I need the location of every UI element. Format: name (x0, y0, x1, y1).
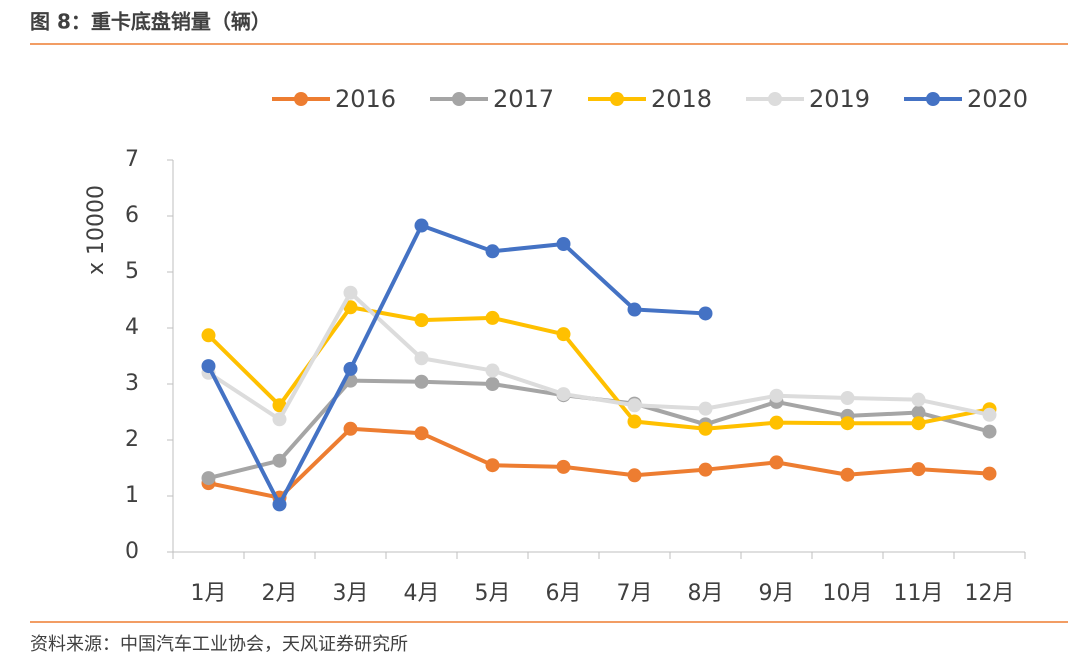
series-line (207, 290, 990, 422)
point (982, 424, 997, 439)
point (982, 407, 997, 422)
point (769, 455, 784, 470)
legend-marker (610, 92, 624, 106)
x-tick-label: 2月 (262, 581, 298, 606)
y-axis-label: x 10000 (84, 185, 109, 275)
y-tick-label: 5 (125, 259, 139, 284)
point (414, 313, 429, 328)
point (414, 374, 429, 389)
legend-marker (926, 92, 940, 106)
source: 资料来源：中国汽车工业协会，天风证券研究所 (30, 634, 408, 655)
y-tick-label: 1 (125, 483, 139, 508)
point (414, 218, 429, 233)
point (911, 405, 926, 420)
y-tick-label: 7 (125, 147, 139, 172)
x-tick-label: 1月 (191, 581, 227, 606)
point (485, 458, 500, 473)
point (769, 388, 784, 403)
y-tick-label: 2 (125, 427, 139, 452)
x-tick-label: 6月 (546, 581, 582, 606)
y-tick-label: 0 (125, 539, 139, 564)
x-tick-label: 12月 (965, 581, 1015, 606)
legend-marker (452, 92, 466, 106)
point (343, 361, 358, 376)
y-tick-label: 6 (125, 203, 139, 228)
point (556, 237, 571, 251)
legend-label: 2019 (809, 85, 870, 113)
point (982, 466, 997, 481)
point (698, 462, 713, 477)
legend-label: 2018 (651, 85, 712, 113)
point (343, 285, 358, 300)
point (556, 327, 571, 342)
chart-title: 图 8：重卡底盘销量（辆） (30, 10, 271, 34)
point (627, 302, 642, 317)
series-line (207, 305, 990, 431)
legend-label: 2016 (335, 85, 396, 113)
point (485, 363, 500, 378)
point (911, 462, 926, 477)
series-line (208, 426, 990, 500)
point (556, 387, 571, 402)
legend-label: 2017 (493, 85, 554, 113)
point (201, 359, 216, 374)
point (627, 468, 642, 483)
point (343, 300, 358, 315)
point (698, 306, 713, 321)
y-tick-label: 4 (125, 315, 139, 340)
point (698, 401, 713, 416)
y-tick-label: 3 (125, 371, 139, 396)
x-tick-label: 8月 (688, 581, 724, 606)
legend-marker (294, 92, 308, 106)
legend-marker (768, 92, 782, 106)
legend-label: 2020 (967, 85, 1028, 113)
point (272, 453, 287, 468)
series-line (208, 378, 991, 481)
x-tick-label: 3月 (333, 581, 369, 606)
point (769, 415, 784, 430)
point (485, 310, 500, 325)
point (840, 391, 855, 405)
point (840, 416, 855, 431)
x-tick-label: 5月 (475, 581, 511, 606)
point (414, 426, 429, 441)
point (201, 328, 216, 343)
point (272, 412, 287, 427)
point (272, 497, 287, 512)
point (272, 398, 287, 413)
point (911, 392, 926, 407)
point (485, 244, 500, 259)
point (911, 416, 926, 431)
point (627, 398, 642, 413)
x-tick-label: 10月 (823, 581, 873, 606)
point (343, 421, 358, 436)
point (556, 459, 571, 474)
point (414, 351, 429, 366)
x-tick-label: 7月 (617, 581, 653, 606)
series-line (206, 223, 706, 507)
point (485, 377, 500, 391)
x-tick-label: 4月 (404, 581, 440, 606)
point (840, 467, 855, 482)
point (627, 414, 642, 429)
point (698, 421, 713, 436)
point (201, 471, 216, 486)
x-tick-label: 9月 (759, 581, 795, 606)
x-tick-label: 11月 (894, 581, 944, 606)
